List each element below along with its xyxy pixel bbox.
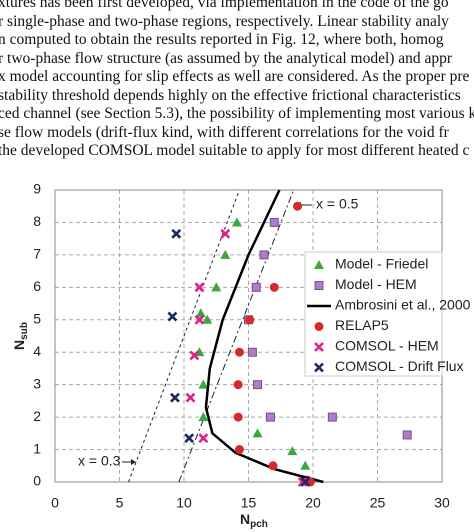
y-axis-label: Nsub [11,322,30,350]
point [194,314,205,325]
point [259,250,269,260]
x-tick-label: 0 [51,495,59,511]
point [314,260,324,269]
reference-label: x = 0.5 [316,196,359,212]
reference-line [178,189,295,483]
reference-line [128,189,240,483]
point [220,228,231,239]
text-line: r two-phase flow structure (as assumed b… [0,49,453,67]
point [234,445,244,455]
x-axis-label: Npch [240,511,268,530]
point [220,249,231,259]
y-tick-label: 5 [33,310,41,326]
text-line: stability threshold depends highly on th… [0,86,461,104]
point [185,392,196,403]
point [233,412,243,422]
point [211,282,222,292]
point [198,379,209,389]
point [198,412,209,422]
point [300,477,311,487]
point [245,315,255,325]
x-tick-label: 25 [370,495,386,511]
y-label-main: N [11,340,27,350]
legend-label: Model - HEM [335,276,417,292]
legend-label: COMSOL - Drift Flux [335,358,464,374]
point [269,282,279,292]
point [251,282,261,292]
y-label-sub: sub [19,322,30,340]
point [198,433,209,444]
point [327,412,337,422]
point [231,217,242,227]
point [314,362,324,373]
y-tick-label: 6 [33,278,41,294]
x-label-sub: pch [250,519,268,530]
point [314,322,324,331]
point [195,308,206,318]
y-tick-label: 3 [33,375,41,391]
point [234,347,244,357]
point [269,217,279,227]
point [184,433,195,444]
point [265,412,275,422]
point [297,477,308,487]
y-tick-label: 8 [33,213,41,229]
point [247,347,257,357]
x-label-main: N [240,511,250,527]
legend-box [304,251,443,377]
arrow-head [131,459,136,465]
legend-label: COMSOL - HEM [335,338,439,354]
point [170,392,180,403]
point [202,314,213,324]
point [167,311,178,322]
text-line: x model accounting for slip effects as w… [0,68,470,85]
y-tick-label: 1 [33,440,41,456]
point [253,380,263,390]
x-tick-label: 15 [241,495,257,511]
text-line: n computed to obtain the results reporte… [0,31,444,48]
point [171,228,182,239]
text-line: xtures has been first developed, via imp… [0,0,449,11]
x-tick-label: 5 [116,495,124,511]
point [233,380,243,390]
point [314,281,324,290]
point [189,350,200,361]
point [314,342,324,352]
text-line: the developed COMSOL model suitable to a… [0,142,470,159]
point [300,460,311,470]
point [293,201,303,211]
text-line: ced channel (see Section 5.3), the possi… [0,105,474,122]
text-line: r single-phase and two-phase regions, re… [0,12,449,30]
x-tick-label: 20 [305,495,321,511]
reference-label: x = 0.3 [78,453,121,469]
point [252,428,263,438]
point [268,461,278,471]
x-tick-label: 30 [434,495,450,511]
x-tick-label: 10 [176,495,192,511]
y-tick-label: 0 [33,473,41,489]
y-tick-label: 9 [33,181,41,197]
y-tick-label: 7 [33,246,41,262]
text-line: se flow models (drift-flux kind, with di… [0,123,449,141]
y-tick-label: 2 [33,408,41,424]
legend-label: Model - Friedel [335,256,428,272]
point [194,282,205,293]
point [287,446,298,456]
point [402,430,412,440]
y-tick-label: 4 [33,343,41,359]
series-line [204,189,324,484]
legend-label: RELAP5 [335,317,389,333]
legend-label: Ambrosini et al., 2000 [335,297,471,313]
